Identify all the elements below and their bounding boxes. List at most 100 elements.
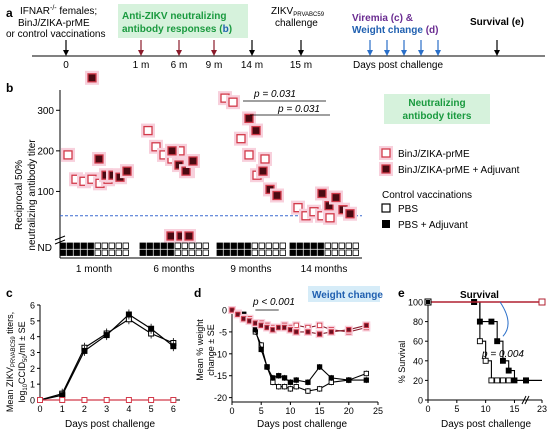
panel-d-point	[363, 322, 369, 328]
panel-d-ytick-label: -20	[214, 393, 227, 403]
panel-e-xtick-label: 10	[481, 404, 491, 414]
panel-d-point	[316, 386, 323, 392]
nd-pbs-adj-square	[310, 249, 317, 256]
nd-pbs-adj-square	[223, 249, 230, 256]
nd-pbs-square	[188, 242, 195, 249]
nd-pbs-adj-square	[66, 242, 73, 249]
panel-d-point	[316, 331, 323, 337]
panel-e-point	[499, 377, 506, 384]
nd-pbs-square	[331, 242, 338, 249]
panel-e-point	[505, 367, 512, 374]
legend-pbs-adj: PBS + Adjuvant	[398, 220, 468, 231]
nd-pbs-square	[181, 242, 188, 249]
nd-pbs-square	[101, 242, 108, 249]
nd-pbs-adj-square	[139, 249, 146, 256]
titer-point-vaccine-adj	[251, 125, 261, 136]
panel-c: c Mean ZIKVPRVABC59 titers, log10CCID50/…	[5, 286, 180, 430]
panel-b-points	[61, 70, 357, 243]
panel-b-pvalue2: p = 0.031	[277, 104, 320, 115]
nd-pbs-square	[195, 242, 202, 249]
nd-pbs-adj-square	[237, 249, 244, 256]
panel-c-xtick-label: 6	[171, 404, 176, 414]
panel-e-point	[511, 377, 518, 384]
panel-b-xlabels: 1 month 6 months 9 months 14 months	[76, 264, 347, 275]
panel-d-ylabel1: Mean % weight	[195, 319, 205, 381]
nd-pbs-square	[202, 249, 209, 256]
timeline-tick-label: 9 m	[206, 60, 223, 71]
panel-c-xtick-label: 3	[104, 404, 109, 414]
panel-d-xlabel: Days post challenge	[257, 419, 347, 430]
panel-d-point	[293, 384, 299, 390]
panel-e-xtick-label: 5	[454, 404, 459, 414]
panel-d-plot: 0-5-10-15-200 5 10 15 20 25	[214, 306, 383, 417]
panel-c-point	[125, 397, 132, 403]
panel-d-xtick-label: 0	[229, 406, 234, 416]
panel-c-ylabel2: log10CCID50/ml ± SE	[17, 321, 29, 402]
nd-pbs-adj-square	[59, 242, 66, 249]
panel-d-xtick-label: 5	[259, 406, 264, 416]
timeline-arrows	[63, 40, 500, 56]
panel-label-a: a	[6, 6, 13, 20]
panel-b-legend: BinJ/ZIKA-prME BinJ/ZIKA-prME + Adjuvant…	[379, 146, 520, 231]
panel-e-xtick-label: 15	[509, 404, 519, 414]
nd-pbs-square	[345, 249, 352, 256]
panel-e-point	[488, 377, 495, 384]
titer-point-vaccine	[260, 154, 270, 164]
nd-pbs-adj-square	[73, 242, 80, 249]
panel-c-point	[59, 397, 66, 403]
nd-pbs-adj-square	[73, 249, 80, 256]
panel-b: b Reciprocal 50% neutralizing antibody t…	[6, 70, 520, 275]
bleed-arrow-head	[211, 50, 217, 56]
panel-d: d Weight change p < 0.001 Mean % weight …	[194, 286, 383, 430]
panel-d-point	[281, 324, 288, 331]
panel-d-title: Weight change	[312, 290, 383, 301]
panel-c-ylabel1: Mean ZIKVPRVABC59 titers,	[5, 312, 17, 412]
panel-e-point	[499, 357, 506, 364]
panel-d-point	[264, 364, 270, 370]
nd-pbs-adj-square	[237, 242, 244, 249]
timeline-tick-label: 1 m	[133, 60, 150, 71]
panel-c-ytick-label: 6	[30, 301, 35, 311]
nd-pbs-adj-square	[146, 249, 153, 256]
nd-pbs-adj-square	[87, 249, 94, 256]
nd-pbs-adj-square	[230, 249, 237, 256]
panel-e-point	[476, 318, 483, 325]
nd-pbs-adj-square	[289, 242, 296, 249]
nd-pbs-adj-square	[216, 249, 223, 256]
panel-e-xlabel: Days post challenge	[441, 419, 531, 430]
panel-b-ytick-label: 100	[37, 187, 54, 198]
panel-d-ytick-label: -10	[214, 349, 227, 359]
titer-point-vaccine-adj	[188, 156, 198, 166]
nd-pbs-square	[258, 249, 265, 256]
panel-c-point	[170, 397, 177, 403]
timeline-header-line2: BinJ/ZIKA-prME	[18, 18, 90, 29]
legend-vaccine-adj: BinJ/ZIKA-prME + Adjuvant	[398, 165, 520, 176]
panel-c-xlabel: Days post challenge	[65, 419, 155, 430]
titer-point-vaccine	[228, 97, 238, 107]
nd-pbs-square	[195, 249, 202, 256]
panel-e-pvalue-bracket	[499, 301, 509, 337]
panel-d-point	[305, 379, 311, 385]
titer-point-vaccine	[236, 134, 246, 144]
bleed-arrow-head	[176, 50, 182, 56]
nd-pbs-adj-square	[310, 242, 317, 249]
challenge-arrow-head	[298, 50, 304, 56]
panel-d-point	[346, 377, 352, 383]
nd-pbs-square	[352, 242, 359, 249]
nd-pbs-square	[122, 242, 129, 249]
nd-pbs-square	[279, 242, 286, 249]
titer-point-vaccine	[244, 150, 254, 160]
panel-c-point	[37, 397, 43, 403]
panel-d-point	[287, 379, 294, 385]
panel-d-point	[316, 322, 323, 328]
nd-pbs-square	[174, 242, 181, 249]
panel-d-point	[363, 370, 369, 377]
nd-pbs-square	[94, 249, 101, 256]
panel-d-xtick-label: 25	[373, 406, 383, 416]
panel-e-ytick-label: 60	[413, 337, 423, 347]
titer-point-vaccine	[151, 142, 161, 152]
panel-d-xtick-label: 20	[344, 406, 354, 416]
axis-break	[54, 235, 66, 241]
nd-pbs-adj-square	[153, 242, 160, 249]
panel-b-title2: antibody titers	[403, 111, 472, 122]
